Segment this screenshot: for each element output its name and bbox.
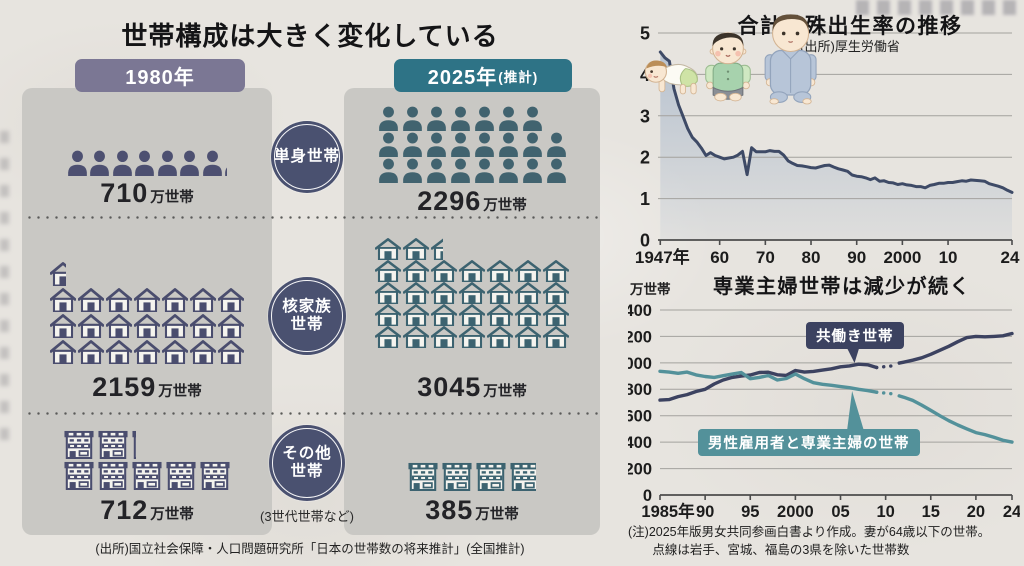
- value-2025-nuclear: 3045 万世帯: [344, 372, 600, 403]
- category-label: 核家族: [282, 297, 332, 315]
- category-badge-nuclear: 核家族 世帯: [268, 277, 346, 355]
- page-title: 世帯構成は大きく変化している: [121, 21, 499, 51]
- value-unit: 万世帯: [483, 198, 527, 214]
- housewife-households-chart: 専業主婦世帯は減少が続く 万世帯 共働き世帯 男性雇用者と専業主婦の世帯 0 20…: [628, 270, 1020, 522]
- svg-text:10: 10: [876, 503, 894, 521]
- svg-text:3: 3: [640, 106, 650, 126]
- value-unit: 万世帯: [475, 507, 519, 523]
- svg-text:70: 70: [756, 248, 775, 266]
- category-badge-other: その他 世帯: [269, 425, 345, 501]
- households-chart-title: 専業主婦世帯は減少が続く: [713, 276, 971, 298]
- svg-text:200: 200: [628, 461, 652, 479]
- svg-text:1000: 1000: [628, 355, 652, 373]
- svg-text:600: 600: [628, 408, 652, 426]
- pictogram-1980-other: [22, 430, 272, 492]
- svg-text:05: 05: [831, 503, 849, 521]
- svg-text:60: 60: [710, 248, 729, 266]
- svg-text:20: 20: [967, 503, 985, 521]
- svg-text:24: 24: [1001, 248, 1020, 266]
- svg-text:80: 80: [802, 248, 821, 266]
- value-2025-single: 2296 万世帯: [344, 186, 600, 217]
- year-1980-badge: 1980年: [75, 59, 245, 92]
- fertility-chart-source: (出所)厚生労働省: [800, 39, 900, 54]
- pictogram-1980-nuclear: [22, 262, 272, 366]
- households-chart-unit: 万世帯: [630, 282, 671, 297]
- category-badge-single: 単身世帯: [271, 121, 343, 193]
- svg-text:1400: 1400: [628, 302, 652, 320]
- row-separator-1: [25, 216, 598, 219]
- svg-text:2000: 2000: [883, 248, 921, 266]
- babies-illustration: [644, 14, 817, 105]
- value-unit: 万世帯: [158, 384, 202, 400]
- category-label: 世帯: [290, 316, 324, 333]
- pictogram-2025-nuclear: [344, 238, 600, 348]
- category-label: その他: [282, 444, 332, 462]
- value-number: 710: [100, 178, 149, 208]
- svg-text:10: 10: [939, 248, 958, 266]
- svg-text:90: 90: [847, 248, 866, 266]
- svg-text:800: 800: [628, 381, 652, 399]
- fertility-rate-chart: 合計特殊出生率の推移 (出所)厚生労働省: [628, 8, 1020, 266]
- svg-text:1200: 1200: [628, 328, 652, 346]
- year-2025-label: 2025年: [427, 67, 498, 89]
- svg-text:1947年: 1947年: [635, 247, 690, 266]
- svg-text:5: 5: [640, 23, 650, 43]
- svg-text:2000: 2000: [777, 503, 814, 521]
- pictogram-2025-other: [344, 462, 600, 491]
- note-line-2: 点線は岩手、宮城、福島の3県を除いた世帯数: [652, 542, 910, 557]
- value-1980-nuclear: 2159 万世帯: [22, 372, 272, 403]
- svg-text:0: 0: [640, 230, 650, 250]
- row-separator-2: [25, 412, 598, 415]
- pictogram-2025-single: [344, 106, 600, 184]
- dual-income-label: 共働き世帯: [806, 322, 904, 349]
- value-unit: 万世帯: [150, 507, 194, 523]
- svg-text:0: 0: [643, 487, 652, 505]
- svg-text:1: 1: [640, 189, 650, 209]
- housewife-label: 男性雇用者と専業主婦の世帯: [698, 429, 920, 456]
- svg-text:400: 400: [628, 434, 652, 452]
- svg-text:2: 2: [640, 148, 650, 168]
- value-unit: 万世帯: [483, 384, 527, 400]
- note-line-1: (注)2025年版男女共同参画白書より作成。妻が64歳以下の世帯。: [628, 525, 991, 539]
- left-source-line: (出所)国立社会保障・人口問題研究所「日本の世帯数の将来推計」(全国推計): [95, 542, 525, 556]
- year-2025-suffix: (推計): [498, 69, 539, 85]
- category-label: 世帯: [290, 463, 324, 480]
- svg-text:95: 95: [741, 503, 759, 521]
- value-number: 2159: [92, 372, 157, 402]
- value-number: 2296: [417, 186, 482, 216]
- print-bleedthrough-left: [0, 120, 9, 440]
- three-generation-note: (3世代世帯など): [260, 509, 354, 524]
- svg-text:15: 15: [922, 503, 940, 521]
- pictogram-1980-single: [22, 150, 272, 177]
- value-number: 385: [425, 495, 474, 525]
- svg-text:24: 24: [1003, 503, 1020, 521]
- value-number: 3045: [417, 372, 482, 402]
- category-label: 単身世帯: [273, 147, 340, 165]
- households-chart-note: (注)2025年版男女共同参画白書より作成。妻が64歳以下の世帯。 点線は岩手、…: [628, 524, 1022, 559]
- value-1980-single: 710 万世帯: [22, 178, 272, 209]
- svg-text:1985年: 1985年: [641, 501, 695, 521]
- svg-text:90: 90: [696, 503, 714, 521]
- print-bleedthrough-top: [856, 0, 1024, 15]
- value-2025-other: 385 万世帯: [344, 495, 600, 526]
- value-1980-other: 712 万世帯: [22, 495, 272, 526]
- year-1980-label: 1980年: [125, 67, 195, 89]
- value-number: 712: [100, 495, 149, 525]
- value-unit: 万世帯: [150, 190, 194, 206]
- svg-text:4: 4: [640, 65, 650, 85]
- year-2025-badge: 2025年 (推計): [394, 59, 572, 92]
